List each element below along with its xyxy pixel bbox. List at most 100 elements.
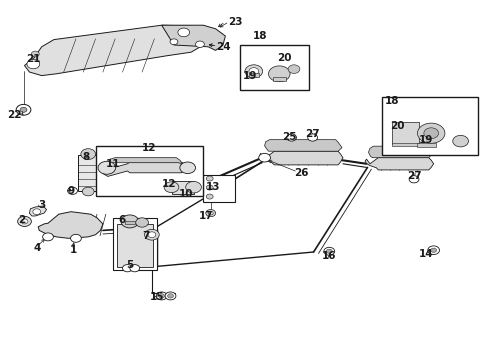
Circle shape xyxy=(196,41,204,48)
Circle shape xyxy=(249,68,259,75)
Text: 8: 8 xyxy=(82,152,89,162)
Circle shape xyxy=(164,182,179,193)
Circle shape xyxy=(206,185,213,190)
Polygon shape xyxy=(29,206,47,216)
Circle shape xyxy=(122,265,132,272)
Circle shape xyxy=(98,161,116,174)
Circle shape xyxy=(145,229,159,240)
Bar xyxy=(125,221,135,224)
Circle shape xyxy=(130,265,140,272)
Text: 14: 14 xyxy=(419,249,434,259)
Text: 19: 19 xyxy=(243,71,257,81)
Circle shape xyxy=(180,162,196,174)
Circle shape xyxy=(206,176,213,181)
Text: 13: 13 xyxy=(206,182,220,192)
Text: 22: 22 xyxy=(7,110,22,120)
Circle shape xyxy=(43,233,53,241)
Circle shape xyxy=(165,292,176,300)
Circle shape xyxy=(186,181,201,193)
Circle shape xyxy=(409,176,419,183)
Text: 12: 12 xyxy=(162,179,176,189)
Text: 16: 16 xyxy=(322,251,337,261)
Text: 19: 19 xyxy=(419,135,434,145)
Circle shape xyxy=(159,294,165,298)
Circle shape xyxy=(16,104,31,115)
Circle shape xyxy=(21,219,28,224)
Text: 9: 9 xyxy=(68,186,74,196)
Polygon shape xyxy=(38,212,103,238)
Circle shape xyxy=(287,134,296,141)
Text: 12: 12 xyxy=(142,143,157,153)
Bar xyxy=(117,224,153,267)
Bar xyxy=(382,97,478,155)
Text: 26: 26 xyxy=(294,168,309,178)
Text: 17: 17 xyxy=(198,211,213,221)
Text: 20: 20 xyxy=(277,53,292,63)
Circle shape xyxy=(324,247,335,255)
Polygon shape xyxy=(162,25,225,50)
Text: 11: 11 xyxy=(105,159,120,169)
Circle shape xyxy=(168,294,173,298)
Text: 15: 15 xyxy=(149,292,164,302)
Polygon shape xyxy=(265,140,342,151)
Text: 24: 24 xyxy=(216,42,230,52)
Text: 23: 23 xyxy=(228,17,243,27)
Circle shape xyxy=(206,194,213,199)
Text: 27: 27 xyxy=(407,171,421,181)
Circle shape xyxy=(31,51,39,57)
Bar xyxy=(240,45,309,90)
Circle shape xyxy=(148,232,156,238)
Text: 10: 10 xyxy=(179,189,194,199)
Circle shape xyxy=(178,28,190,37)
Circle shape xyxy=(20,107,27,112)
Circle shape xyxy=(417,123,445,143)
Polygon shape xyxy=(109,158,182,165)
Bar xyxy=(172,181,194,194)
Bar xyxy=(392,143,419,146)
Circle shape xyxy=(71,234,81,242)
Circle shape xyxy=(33,209,41,215)
Circle shape xyxy=(431,248,437,252)
Polygon shape xyxy=(365,158,434,170)
Circle shape xyxy=(18,216,31,226)
Circle shape xyxy=(170,39,178,45)
Bar xyxy=(96,146,203,196)
Circle shape xyxy=(81,149,96,159)
Text: 4: 4 xyxy=(33,243,41,253)
Circle shape xyxy=(424,128,439,139)
Circle shape xyxy=(27,59,40,69)
Bar xyxy=(249,73,259,77)
Text: 2: 2 xyxy=(19,215,25,225)
Text: 18: 18 xyxy=(252,31,267,41)
Text: 21: 21 xyxy=(26,54,41,64)
Text: 18: 18 xyxy=(385,96,399,106)
Text: 7: 7 xyxy=(142,231,150,241)
Bar xyxy=(113,218,157,270)
Polygon shape xyxy=(102,162,186,176)
Bar xyxy=(203,175,235,202)
Text: 1: 1 xyxy=(70,245,77,255)
Text: 6: 6 xyxy=(118,215,125,225)
Circle shape xyxy=(453,135,468,147)
Polygon shape xyxy=(368,146,432,158)
Text: 25: 25 xyxy=(282,132,296,142)
Text: 20: 20 xyxy=(390,121,404,131)
Polygon shape xyxy=(24,25,206,76)
Text: 5: 5 xyxy=(126,260,133,270)
Text: 3: 3 xyxy=(38,200,45,210)
Bar xyxy=(416,143,436,147)
Circle shape xyxy=(82,187,94,196)
Circle shape xyxy=(206,210,216,217)
Circle shape xyxy=(308,134,318,141)
Circle shape xyxy=(288,65,300,73)
Polygon shape xyxy=(260,151,343,165)
Text: 27: 27 xyxy=(305,129,320,139)
Circle shape xyxy=(121,215,139,228)
Circle shape xyxy=(326,249,332,253)
Circle shape xyxy=(259,153,270,162)
Circle shape xyxy=(208,211,213,215)
Polygon shape xyxy=(78,155,98,191)
Circle shape xyxy=(428,246,440,255)
Circle shape xyxy=(156,292,167,300)
Circle shape xyxy=(136,218,148,227)
